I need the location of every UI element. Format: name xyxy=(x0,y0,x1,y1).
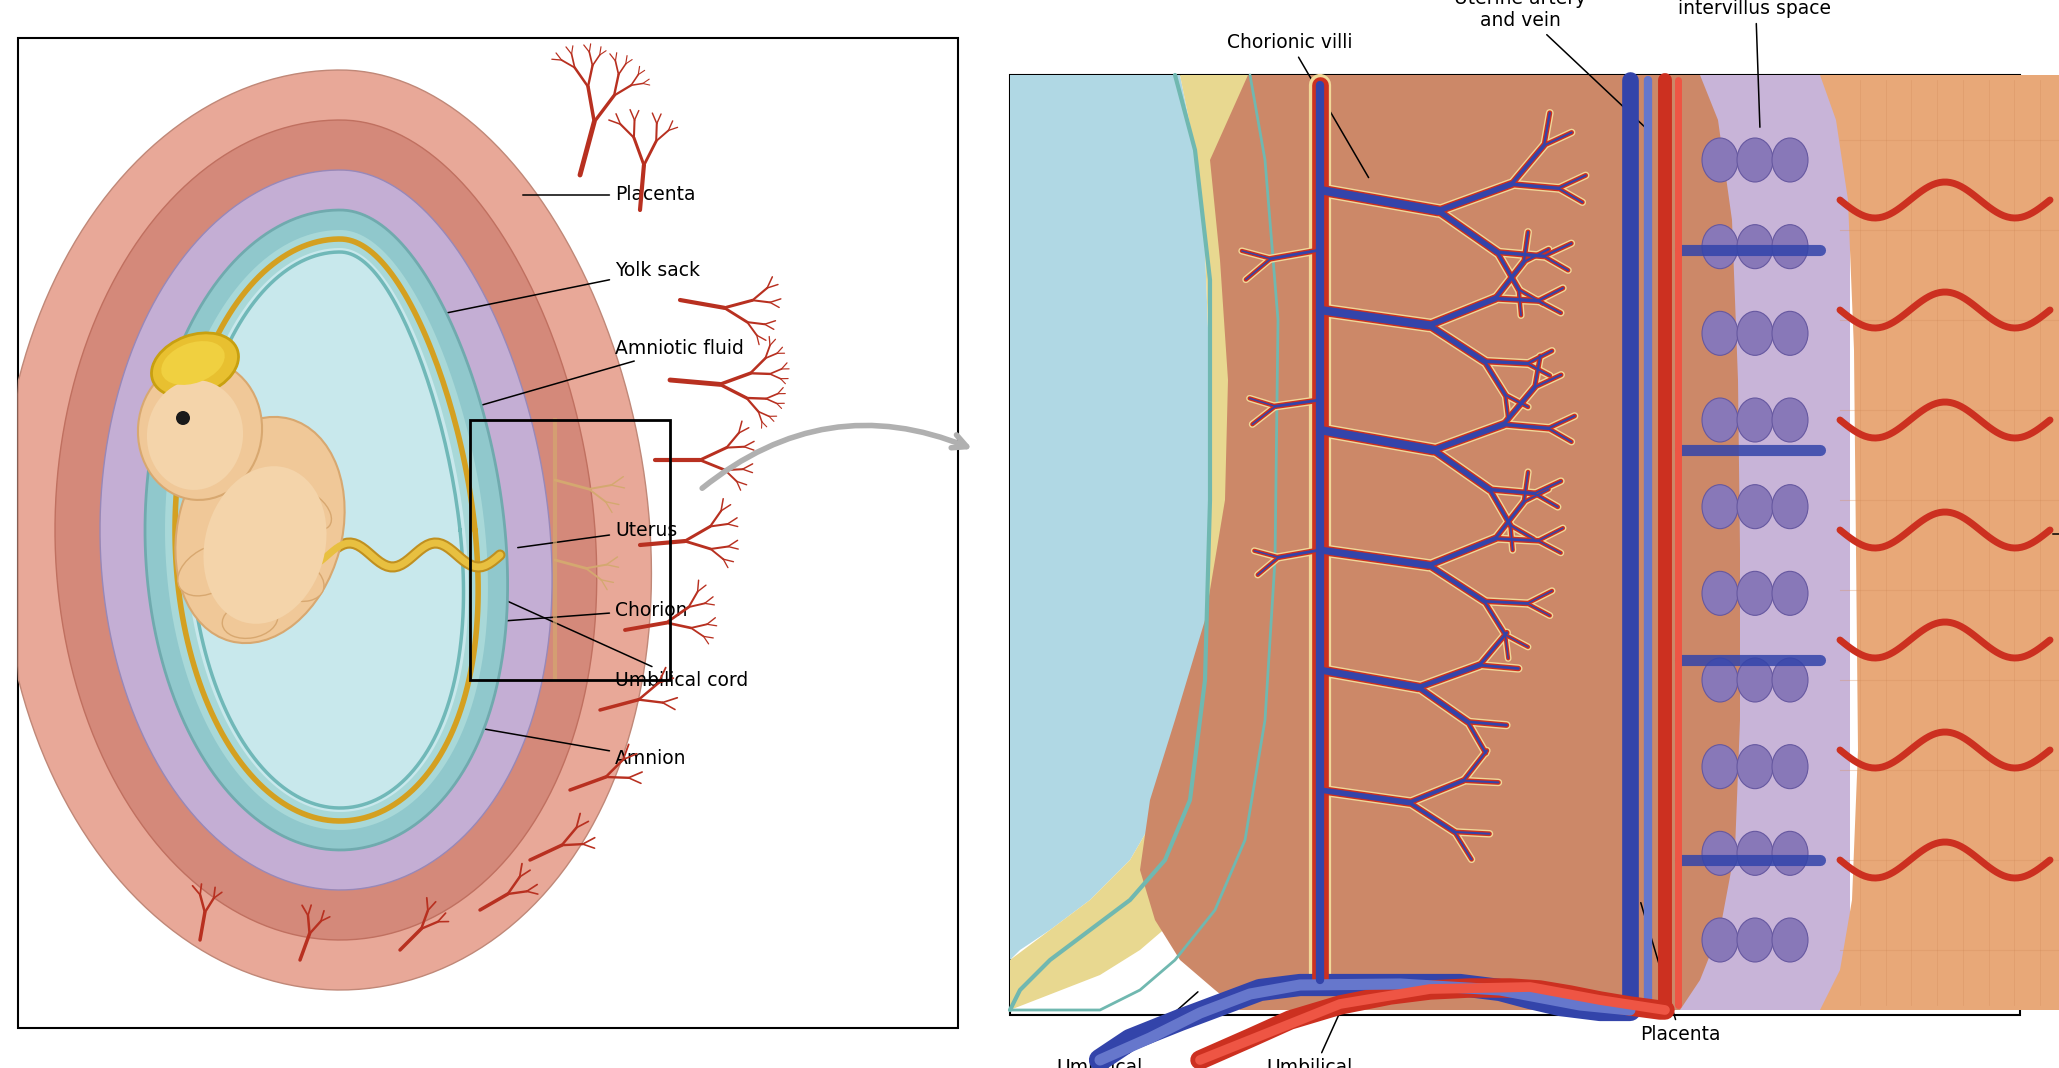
Bar xyxy=(19,38,957,1028)
Text: Amnion: Amnion xyxy=(377,710,686,768)
Ellipse shape xyxy=(1738,398,1773,442)
Polygon shape xyxy=(1011,75,1211,960)
Ellipse shape xyxy=(288,490,331,530)
Text: Placenta: Placenta xyxy=(523,186,696,204)
Ellipse shape xyxy=(1703,744,1738,788)
Ellipse shape xyxy=(1738,918,1773,962)
Ellipse shape xyxy=(1703,398,1738,442)
Text: Chorion: Chorion xyxy=(492,600,688,622)
Polygon shape xyxy=(165,230,488,830)
Ellipse shape xyxy=(1703,485,1738,529)
Ellipse shape xyxy=(202,452,247,508)
Ellipse shape xyxy=(1703,571,1738,615)
Ellipse shape xyxy=(138,360,261,500)
Ellipse shape xyxy=(1773,744,1808,788)
Ellipse shape xyxy=(1773,658,1808,702)
Ellipse shape xyxy=(222,601,278,639)
Text: Amniotic fluid: Amniotic fluid xyxy=(432,339,743,420)
Ellipse shape xyxy=(1738,485,1773,529)
Ellipse shape xyxy=(1703,138,1738,182)
Ellipse shape xyxy=(146,380,243,490)
Ellipse shape xyxy=(152,333,239,397)
Ellipse shape xyxy=(177,544,243,596)
Polygon shape xyxy=(1011,75,1279,1010)
Ellipse shape xyxy=(1703,658,1738,702)
Ellipse shape xyxy=(1738,571,1773,615)
Text: Uterus: Uterus xyxy=(517,520,677,548)
Ellipse shape xyxy=(204,466,327,624)
Bar xyxy=(469,420,669,680)
Polygon shape xyxy=(185,248,467,812)
Ellipse shape xyxy=(161,341,224,384)
Text: Maternal blood
supply in
intervillus space: Maternal blood supply in intervillus spa… xyxy=(1678,0,1833,127)
Ellipse shape xyxy=(1738,658,1773,702)
Ellipse shape xyxy=(1773,918,1808,962)
Ellipse shape xyxy=(1773,831,1808,876)
Polygon shape xyxy=(1680,75,1849,1010)
Text: Uterine artery
and vein: Uterine artery and vein xyxy=(1454,0,1645,128)
Text: Uterus: Uterus xyxy=(2053,524,2059,544)
Text: Umbilical cord: Umbilical cord xyxy=(393,549,747,690)
Ellipse shape xyxy=(266,559,323,601)
Text: Placenta: Placenta xyxy=(1639,902,1719,1045)
Text: Umbilical
vein: Umbilical vein xyxy=(1056,992,1198,1068)
Ellipse shape xyxy=(1703,312,1738,356)
Polygon shape xyxy=(144,210,509,850)
Polygon shape xyxy=(101,170,552,890)
Ellipse shape xyxy=(1773,571,1808,615)
Ellipse shape xyxy=(1738,224,1773,269)
Ellipse shape xyxy=(1703,918,1738,962)
Polygon shape xyxy=(19,70,651,990)
Ellipse shape xyxy=(1773,312,1808,356)
Ellipse shape xyxy=(1773,398,1808,442)
Ellipse shape xyxy=(1703,224,1738,269)
Text: Chorionic villi: Chorionic villi xyxy=(1227,33,1369,177)
Ellipse shape xyxy=(1738,831,1773,876)
Ellipse shape xyxy=(1738,138,1773,182)
Polygon shape xyxy=(1820,75,2059,1010)
Text: Umbilical
artery: Umbilical artery xyxy=(1266,992,1353,1068)
Ellipse shape xyxy=(175,411,189,425)
Ellipse shape xyxy=(1773,138,1808,182)
Polygon shape xyxy=(1141,75,1740,1010)
Polygon shape xyxy=(56,120,597,940)
Ellipse shape xyxy=(1703,831,1738,876)
Ellipse shape xyxy=(175,417,344,643)
Ellipse shape xyxy=(1738,744,1773,788)
Ellipse shape xyxy=(1738,312,1773,356)
Bar xyxy=(1011,75,2020,1015)
Ellipse shape xyxy=(1773,485,1808,529)
Text: Yolk sack: Yolk sack xyxy=(243,261,700,355)
Ellipse shape xyxy=(1773,224,1808,269)
